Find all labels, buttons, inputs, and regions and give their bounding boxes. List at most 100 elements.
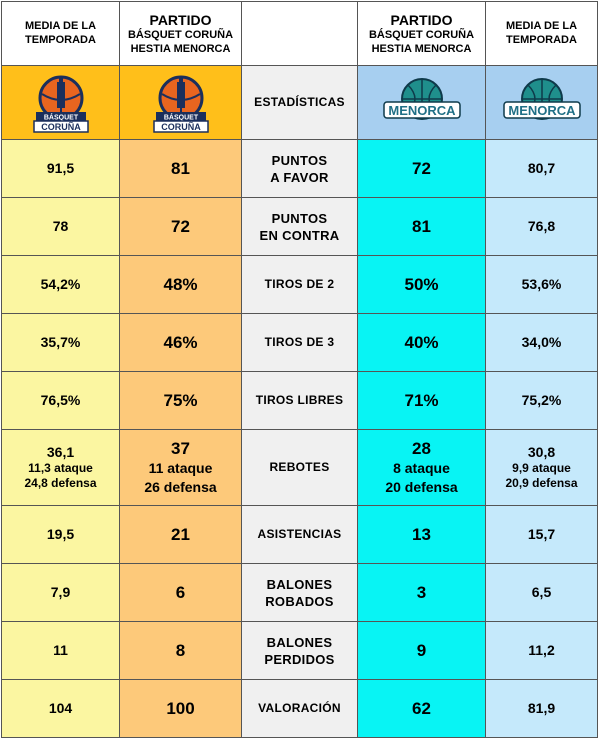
match-subtitle-line1: BÁSQUET CORUÑA — [368, 28, 475, 41]
rebounds-total: 36,1 — [46, 443, 75, 460]
menorca-logo: MENORCA — [502, 77, 581, 120]
menorca-logo-cell: MENORCA — [357, 65, 486, 140]
menorca-match-value: 62 — [357, 679, 486, 738]
coruna-logo-text-bottom: CORUÑA — [41, 122, 81, 132]
rebounds-attack: 11 ataque — [148, 460, 213, 477]
stat-row-rebotes: 36,1 11,3 ataque 24,8 defensa 37 11 ataq… — [1, 429, 598, 506]
coruna-match-value: 37 11 ataque 26 defensa — [119, 429, 242, 506]
rebounds-defense: 20 defensa — [385, 479, 458, 496]
coruna-logo: BÁSQUET CORUÑA — [32, 75, 89, 133]
stat-label-line2: A FAVOR — [270, 169, 329, 185]
menorca-logo-cell: MENORCA — [485, 65, 598, 140]
menorca-logo-text: MENORCA — [508, 103, 576, 118]
rebounds-defense: 20,9 defensa — [505, 476, 578, 491]
menorca-season-avg: 6,5 — [485, 563, 598, 622]
logo-row: BÁSQUET CORUÑA BÁSQUET — [1, 65, 598, 140]
stat-label: ASISTENCIAS — [241, 505, 358, 564]
menorca-match-value: 13 — [357, 505, 486, 564]
coruna-season-avg: 78 — [1, 197, 120, 256]
stat-row-puntos-a-favor: 91,5 81 PUNTOS A FAVOR 72 80,7 — [1, 139, 598, 198]
header-row: MEDIA DE LA TEMPORADA PARTIDO BÁSQUET CO… — [1, 1, 598, 66]
stat-row-balones-perdidos: 11 8 BALONES PERDIDOS 9 11,2 — [1, 621, 598, 680]
menorca-match-value: 50% — [357, 255, 486, 314]
coruna-logo-cell: BÁSQUET CORUÑA — [119, 65, 242, 140]
menorca-season-avg: 53,6% — [485, 255, 598, 314]
menorca-match-value: 28 8 ataque 20 defensa — [357, 429, 486, 506]
coruna-season-avg: 76,5% — [1, 371, 120, 430]
menorca-season-avg: 34,0% — [485, 313, 598, 372]
stat-row-tiros-de-3: 35,7% 46% TIROS DE 3 40% 34,0% — [1, 313, 598, 372]
menorca-match-value: 40% — [357, 313, 486, 372]
rebounds-attack: 8 ataque — [393, 460, 450, 477]
menorca-season-avg: 75,2% — [485, 371, 598, 430]
coruna-logo-cell: BÁSQUET CORUÑA — [1, 65, 120, 140]
stat-row-asistencias: 19,5 21 ASISTENCIAS 13 15,7 — [1, 505, 598, 564]
coruna-logo: BÁSQUET CORUÑA — [152, 75, 209, 133]
stat-label: BALONES ROBADOS — [241, 563, 358, 622]
rebounds-attack: 9,9 ataque — [512, 461, 571, 476]
stat-label: BALONES PERDIDOS — [241, 621, 358, 680]
coruna-match-value: 46% — [119, 313, 242, 372]
menorca-match-value: 3 — [357, 563, 486, 622]
coruna-season-avg: 36,1 11,3 ataque 24,8 defensa — [1, 429, 120, 506]
stat-label-line1: BALONES — [266, 634, 333, 650]
coruna-season-avg: 104 — [1, 679, 120, 738]
rebounds-defense: 26 defensa — [144, 479, 217, 496]
stat-label-line1: PUNTOS — [271, 152, 328, 168]
coruna-season-avg: 54,2% — [1, 255, 120, 314]
menorca-match-value: 9 — [357, 621, 486, 680]
menorca-season-avg-header: MEDIA DE LA TEMPORADA — [485, 1, 598, 66]
coruna-match-value: 21 — [119, 505, 242, 564]
coruna-logo-text-top: BÁSQUET — [43, 112, 78, 121]
coruna-match-value: 100 — [119, 679, 242, 738]
coruna-logo-text-bottom: CORUÑA — [161, 122, 201, 132]
stat-row-balones-robados: 7,9 6 BALONES ROBADOS 3 6,5 — [1, 563, 598, 622]
coruna-match-value: 8 — [119, 621, 242, 680]
coruna-season-avg: 11 — [1, 621, 120, 680]
stat-label: REBOTES — [241, 429, 358, 506]
coruna-logo-text-top: BÁSQUET — [163, 112, 198, 121]
stat-label: TIROS DE 2 — [241, 255, 358, 314]
stat-label-line2: EN CONTRA — [259, 227, 340, 243]
rebounds-attack: 11,3 ataque — [28, 461, 93, 476]
rebounds-defense: 24,8 defensa — [24, 476, 97, 491]
rebounds-total: 37 — [171, 438, 190, 458]
coruna-season-avg: 35,7% — [1, 313, 120, 372]
menorca-season-avg: 30,8 9,9 ataque 20,9 defensa — [485, 429, 598, 506]
stat-label: VALORACIÓN — [241, 679, 358, 738]
menorca-season-avg: 11,2 — [485, 621, 598, 680]
menorca-logo: MENORCA — [382, 77, 461, 120]
rebounds-total: 30,8 — [527, 443, 556, 460]
match-title: PARTIDO — [149, 11, 212, 28]
stat-label: TIROS LIBRES — [241, 371, 358, 430]
stat-label-line1: PUNTOS — [271, 210, 328, 226]
coruna-season-avg: 19,5 — [1, 505, 120, 564]
stat-label: TIROS DE 3 — [241, 313, 358, 372]
coruna-match-value: 81 — [119, 139, 242, 198]
menorca-match-value: 71% — [357, 371, 486, 430]
stat-label: PUNTOS EN CONTRA — [241, 197, 358, 256]
stats-header-blank — [241, 1, 358, 66]
match-subtitle-line2: HESTIA MENORCA — [130, 42, 231, 55]
stat-row-puntos-en-contra: 78 72 PUNTOS EN CONTRA 81 76,8 — [1, 197, 598, 256]
coruna-match-value: 48% — [119, 255, 242, 314]
coruna-match-value: 72 — [119, 197, 242, 256]
menorca-logo-text: MENORCA — [388, 103, 456, 118]
stat-label-line2: PERDIDOS — [264, 651, 335, 667]
match-title: PARTIDO — [390, 11, 453, 28]
stat-row-valoracion: 104 100 VALORACIÓN 62 81,9 — [1, 679, 598, 738]
menorca-season-avg: 76,8 — [485, 197, 598, 256]
menorca-match-value: 81 — [357, 197, 486, 256]
coruna-match-value: 75% — [119, 371, 242, 430]
menorca-season-avg: 15,7 — [485, 505, 598, 564]
coruna-season-avg: 91,5 — [1, 139, 120, 198]
menorca-season-avg: 80,7 — [485, 139, 598, 198]
menorca-season-avg: 81,9 — [485, 679, 598, 738]
stat-label-line1: BALONES — [266, 576, 333, 592]
coruna-season-avg-header: MEDIA DE LA TEMPORADA — [1, 1, 120, 66]
coruna-match-value: 6 — [119, 563, 242, 622]
stat-label: PUNTOS A FAVOR — [241, 139, 358, 198]
stat-row-tiros-libres: 76,5% 75% TIROS LIBRES 71% 75,2% — [1, 371, 598, 430]
match-subtitle-line1: BÁSQUET CORUÑA — [127, 28, 234, 41]
